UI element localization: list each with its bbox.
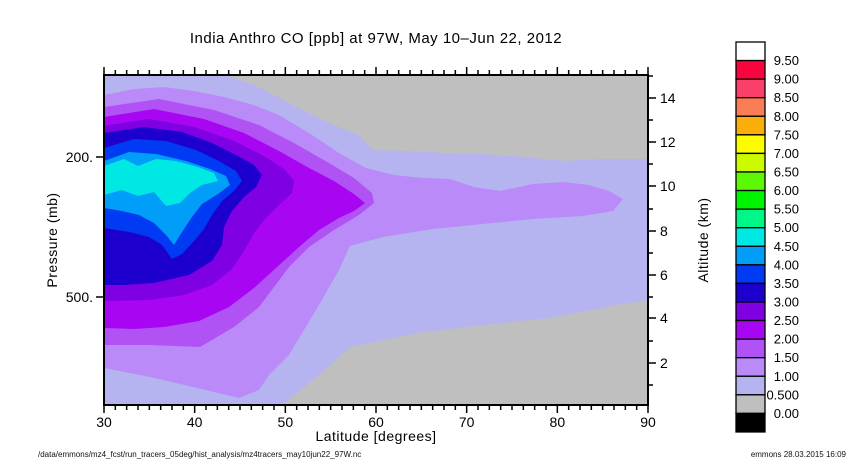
colorbar-swatch [735, 319, 766, 340]
colorbar-swatch [735, 78, 766, 99]
contour-bands [104, 75, 648, 405]
colorbar-label: 2.50 [774, 313, 799, 328]
y-left-axis-label: Pressure (mb) [44, 192, 60, 288]
x-axis-label: Latitude [degrees] [315, 428, 437, 444]
colorbar-label: 5.00 [774, 220, 799, 235]
colorbar-label: 7.00 [774, 146, 799, 161]
y-right-axis-label: Altitude (km) [695, 197, 711, 283]
user-timestamp: emmons 28.03.2015 16:09 [750, 450, 846, 459]
colorbar-swatch [735, 115, 766, 136]
y-right-tick-label: 4 [660, 310, 668, 326]
colorbar-label: 4.00 [774, 257, 799, 272]
y-right-tick-label: 6 [660, 267, 668, 283]
colorbar-swatch [735, 375, 766, 396]
colorbar-label: 7.50 [774, 127, 799, 142]
colorbar-swatch [735, 59, 766, 80]
x-axis-tick-label: 40 [187, 414, 203, 430]
colorbar-swatch [735, 412, 766, 433]
colorbar-label: 4.50 [774, 239, 799, 254]
colorbar-label: 3.00 [774, 294, 799, 309]
colorbar-label: 8.00 [774, 109, 799, 124]
colorbar-swatch [735, 171, 766, 192]
x-axis-tick-label: 30 [96, 414, 112, 430]
colorbar-swatch [735, 97, 766, 117]
contour-band-4.5-5 [104, 159, 218, 206]
colorbar-label: 0.00 [774, 406, 799, 421]
colorbar-swatch [735, 134, 766, 155]
colorbar-swatch [735, 41, 766, 62]
colorbar-label: 5.50 [774, 202, 799, 217]
colorbar-label: 1.00 [774, 369, 799, 384]
x-axis-tick-label: 60 [368, 414, 384, 430]
colorbar-swatch [735, 227, 766, 247]
colorbar-swatch [735, 189, 766, 210]
x-axis-tick-label: 90 [640, 414, 656, 430]
colorbar-swatch [735, 208, 766, 229]
colorbar-label: 6.00 [774, 183, 799, 198]
colorbar-swatch [735, 282, 766, 303]
chart-title: India Anthro CO [ppb] at 97W, May 10–Jun… [189, 30, 563, 47]
colorbar-label: 3.50 [774, 276, 799, 291]
colorbar-label: 6.50 [774, 164, 799, 179]
axes-and-ticks: 30 40 50 60 70 80 90 200. 500. 2 4 6 8 10 12 14 [66, 67, 676, 430]
colorbar-swatch [735, 394, 766, 415]
y-left-tick-label: 500. [66, 289, 93, 305]
y-right-tick-label: 10 [660, 178, 676, 194]
colorbar-swatch [735, 301, 766, 322]
colorbar-label: 0.500 [766, 387, 799, 402]
colorbar-swatch [735, 338, 766, 359]
y-right-tick-label: 14 [660, 90, 676, 106]
colorbar-label: 2.00 [774, 332, 799, 347]
x-axis-tick-label: 50 [278, 414, 294, 430]
source-file-path: /data/emmons/mz4_fcst/run_tracers_05deg/… [38, 450, 362, 459]
y-right-tick-label: 8 [660, 223, 668, 239]
colorbar-label: 9.50 [774, 53, 799, 68]
colorbar-swatch [735, 245, 766, 266]
colorbar-swatch [735, 357, 766, 377]
colorbar-swatch [735, 264, 766, 285]
y-left-tick-label: 200. [66, 149, 93, 165]
y-right-tick-label: 12 [660, 134, 676, 150]
colorbar: 9.50 9.00 8.50 8.00 7.50 7.00 6.50 6.00 5.50 5.00… [735, 41, 799, 433]
x-axis-tick-label: 80 [550, 414, 566, 430]
colorbar-label: 1.50 [774, 350, 799, 365]
y-right-tick-label: 2 [660, 355, 668, 371]
colorbar-swatch [735, 152, 766, 173]
colorbar-label: 8.50 [774, 90, 799, 105]
x-axis-tick-label: 70 [459, 414, 475, 430]
colorbar-label: 9.00 [774, 72, 799, 87]
